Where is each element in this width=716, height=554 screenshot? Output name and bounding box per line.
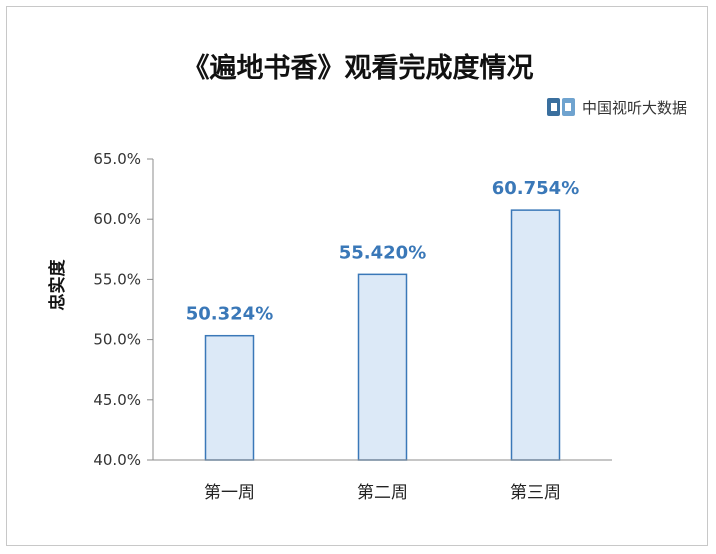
source-logo: 中国视听大数据 [546, 94, 687, 120]
source-logo-text: 中国视听大数据 [582, 98, 688, 117]
cvb-logo-icon [547, 98, 575, 116]
chart-title: 《遍地书香》观看完成度情况 [182, 53, 534, 84]
bar-value-label: 50.324% [186, 304, 274, 325]
x-tick-label: 第一周 [204, 483, 255, 503]
y-tick-label: 60.0% [93, 210, 141, 228]
bar-value-label: 60.754% [492, 178, 580, 199]
x-tick-label: 第二周 [357, 483, 408, 503]
bar [204, 334, 255, 461]
x-tick-label: 第三周 [510, 483, 561, 503]
bar-value-label: 55.420% [339, 242, 427, 263]
bars: 50.324% 55.420% 60.754% [186, 178, 580, 461]
y-tick-label: 50.0% [93, 331, 141, 349]
y-tick-label: 40.0% [93, 451, 141, 469]
y-axis-label: 忠实度 [47, 259, 68, 311]
x-axis: 第一周 第二周 第三周 [153, 459, 612, 503]
y-tick-label: 55.0% [93, 270, 141, 288]
bar [357, 273, 408, 461]
y-tick-label: 45.0% [93, 391, 141, 409]
chart-frame [6, 6, 708, 546]
y-tick-label: 65.0% [93, 150, 141, 168]
y-axis: 40.0% 45.0% 50.0% 55.0% 60.0% 65.0% [93, 150, 154, 469]
bar [510, 209, 561, 461]
